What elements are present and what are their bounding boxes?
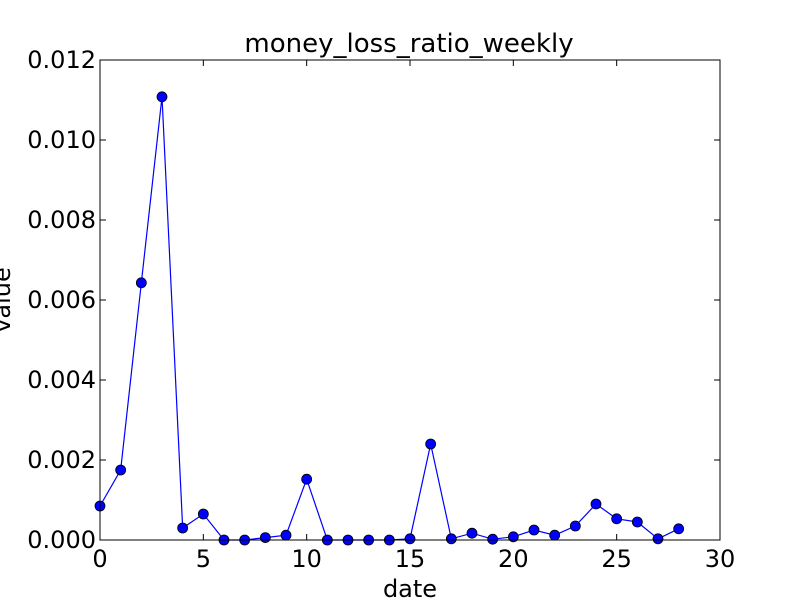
x-tick-label: 0 xyxy=(92,545,107,573)
tick-layer: 0 5 10 15 20 25 30 0.000 0.002 0.004 0.006 0.008 0.0… xyxy=(27,46,735,573)
y-tick-label: 0.012 xyxy=(27,46,96,74)
y-tick-label: 0.004 xyxy=(27,366,96,394)
data-point xyxy=(301,473,313,485)
data-point xyxy=(259,532,271,543)
y-tick-label: 0.002 xyxy=(27,446,96,474)
series-line xyxy=(99,96,679,541)
chart-title: money_loss_ratio_weekly xyxy=(244,29,573,59)
data-point xyxy=(445,533,457,545)
data-point xyxy=(631,516,643,528)
data-point xyxy=(280,529,292,541)
x-tick-label: 20 xyxy=(498,545,529,573)
data-point xyxy=(507,531,519,543)
data-point xyxy=(404,533,416,545)
x-axis-label: date xyxy=(383,575,437,600)
y-tick-label: 0.000 xyxy=(27,526,96,554)
data-point xyxy=(569,520,581,532)
plot-frame xyxy=(99,59,721,541)
data-point xyxy=(549,529,561,541)
data-point xyxy=(611,513,623,525)
y-tick-label: 0.010 xyxy=(27,126,96,154)
data-point xyxy=(156,91,168,103)
data-point xyxy=(177,522,189,534)
data-point xyxy=(425,438,437,450)
data-point xyxy=(652,533,664,545)
data-point xyxy=(135,277,147,289)
x-tick-label: 10 xyxy=(291,545,322,573)
data-point xyxy=(197,508,209,520)
data-point xyxy=(528,524,540,536)
x-tick-label: 30 xyxy=(705,545,736,573)
series-layer xyxy=(94,91,685,546)
data-point xyxy=(115,464,127,476)
x-tick-label: 5 xyxy=(196,545,211,573)
y-axis-label: value xyxy=(0,267,16,333)
y-tick-label: 0.006 xyxy=(27,286,96,314)
data-point xyxy=(590,498,602,510)
x-tick-label: 15 xyxy=(395,545,426,573)
data-point xyxy=(487,533,499,545)
data-point xyxy=(673,523,685,535)
data-point xyxy=(466,527,478,539)
y-tick-label: 0.008 xyxy=(27,206,96,234)
x-tick-label: 25 xyxy=(601,545,632,573)
